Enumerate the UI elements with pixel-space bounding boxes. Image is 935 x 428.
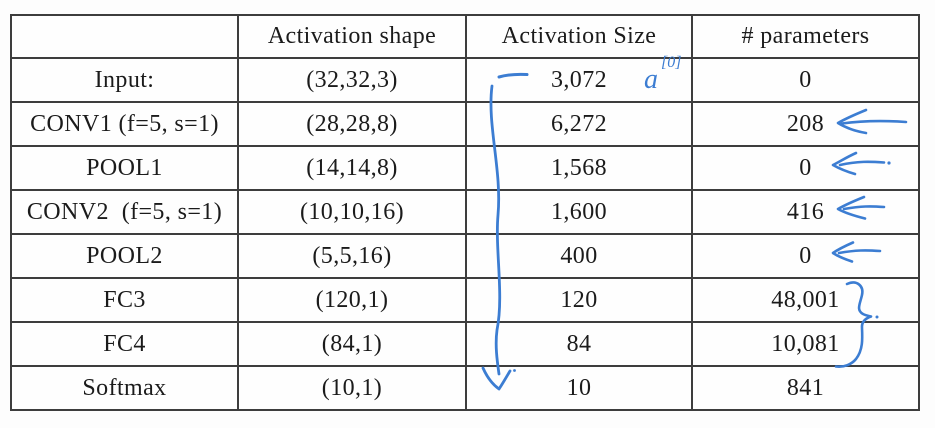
cell-activation-size: 3,072 xyxy=(465,57,693,103)
table-header-row: Activation shape Activation Size # param… xyxy=(10,14,920,59)
cell-layer: CONV2 (f=5, s=1) xyxy=(10,189,239,235)
column-header-layer xyxy=(10,14,239,59)
cell-layer: CONV1 (f=5, s=1) xyxy=(10,101,239,147)
column-header-num-parameters: # parameters xyxy=(691,14,920,59)
cell-activation-shape: (84,1) xyxy=(237,321,467,367)
table-row-pool2: POOL2 (5,5,16) 400 0 xyxy=(10,233,920,279)
cell-activation-size: 84 xyxy=(465,321,693,367)
cell-num-parameters: 0 xyxy=(691,145,920,191)
cell-layer: Softmax xyxy=(10,365,239,411)
cell-layer: Input: xyxy=(10,57,239,103)
cell-num-parameters: 208 xyxy=(691,101,920,147)
cell-num-parameters: 0 xyxy=(691,57,920,103)
cell-layer: POOL2 xyxy=(10,233,239,279)
cell-activation-size: 1,600 xyxy=(465,189,693,235)
table-row-input: Input: (32,32,3) 3,072 0 xyxy=(10,57,920,103)
cell-layer: FC3 xyxy=(10,277,239,323)
cell-activation-shape: (14,14,8) xyxy=(237,145,467,191)
cell-num-parameters: 0 xyxy=(691,233,920,279)
cnn-layer-table: Activation shape Activation Size # param… xyxy=(10,14,920,411)
cell-num-parameters: 48,001 xyxy=(691,277,920,323)
cell-activation-shape: (32,32,3) xyxy=(237,57,467,103)
cell-activation-shape: (120,1) xyxy=(237,277,467,323)
table-row-pool1: POOL1 (14,14,8) 1,568 0 xyxy=(10,145,920,191)
cell-num-parameters: 416 xyxy=(691,189,920,235)
table-row-conv1: CONV1 (f=5, s=1) (28,28,8) 6,272 208 xyxy=(10,101,920,147)
cell-activation-shape: (10,10,16) xyxy=(237,189,467,235)
cell-activation-size: 400 xyxy=(465,233,693,279)
cell-num-parameters: 10,081 xyxy=(691,321,920,367)
cell-activation-shape: (5,5,16) xyxy=(237,233,467,279)
table-row-conv2: CONV2 (f=5, s=1) (10,10,16) 1,600 416 xyxy=(10,189,920,235)
column-header-activation-shape: Activation shape xyxy=(237,14,467,59)
cell-layer: FC4 xyxy=(10,321,239,367)
cell-activation-size: 10 xyxy=(465,365,693,411)
cell-activation-shape: (28,28,8) xyxy=(237,101,467,147)
cell-layer: POOL1 xyxy=(10,145,239,191)
column-header-activation-size: Activation Size xyxy=(465,14,693,59)
cell-num-parameters: 841 xyxy=(691,365,920,411)
cell-activation-size: 120 xyxy=(465,277,693,323)
table-row-fc3: FC3 (120,1) 120 48,001 xyxy=(10,277,920,323)
table-row-softmax: Softmax (10,1) 10 841 xyxy=(10,365,920,411)
cell-activation-size: 1,568 xyxy=(465,145,693,191)
table-row-fc4: FC4 (84,1) 84 10,081 xyxy=(10,321,920,367)
cell-activation-size: 6,272 xyxy=(465,101,693,147)
cell-activation-shape: (10,1) xyxy=(237,365,467,411)
